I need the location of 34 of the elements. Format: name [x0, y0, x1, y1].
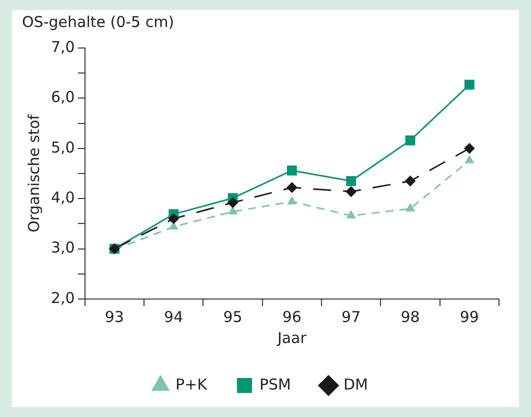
point	[464, 142, 475, 154]
x-tick-label: 94	[164, 308, 184, 326]
legend-label: PSM	[259, 375, 291, 394]
point	[168, 213, 180, 224]
point	[464, 80, 474, 90]
point	[346, 176, 356, 186]
point	[346, 210, 356, 218]
point	[346, 186, 357, 198]
legend-label: P+K	[176, 375, 208, 394]
legend-label: DM	[343, 375, 368, 394]
x-tick-label: 98	[400, 308, 420, 326]
chart-title: OS-gehalte (0-5 cm)	[22, 12, 174, 31]
x-tick-label: 96	[282, 308, 302, 326]
y-tick-label: 2,0	[50, 288, 75, 307]
x-tick-label: 93	[104, 308, 124, 326]
point	[228, 206, 238, 214]
point	[405, 203, 416, 212]
x-tick-label: 97	[342, 308, 361, 326]
point	[286, 182, 298, 194]
y-tick-label: 6,0	[50, 88, 75, 106]
y-axis-title: Organische stof	[24, 114, 43, 232]
point	[287, 196, 297, 204]
point	[405, 135, 416, 146]
point	[464, 154, 474, 164]
y-tick-label: 3,0	[50, 238, 75, 257]
y-tick-label: 7,0	[50, 38, 75, 56]
y-tick-label: 4,0	[50, 188, 75, 206]
point	[404, 176, 416, 187]
x-tick-label: 95	[223, 308, 242, 326]
x-axis-title: Jaar	[276, 328, 308, 347]
y-tick-label: 5,0	[50, 138, 75, 156]
point	[286, 166, 297, 176]
x-tick-label: 99	[460, 308, 479, 326]
point	[227, 197, 238, 208]
